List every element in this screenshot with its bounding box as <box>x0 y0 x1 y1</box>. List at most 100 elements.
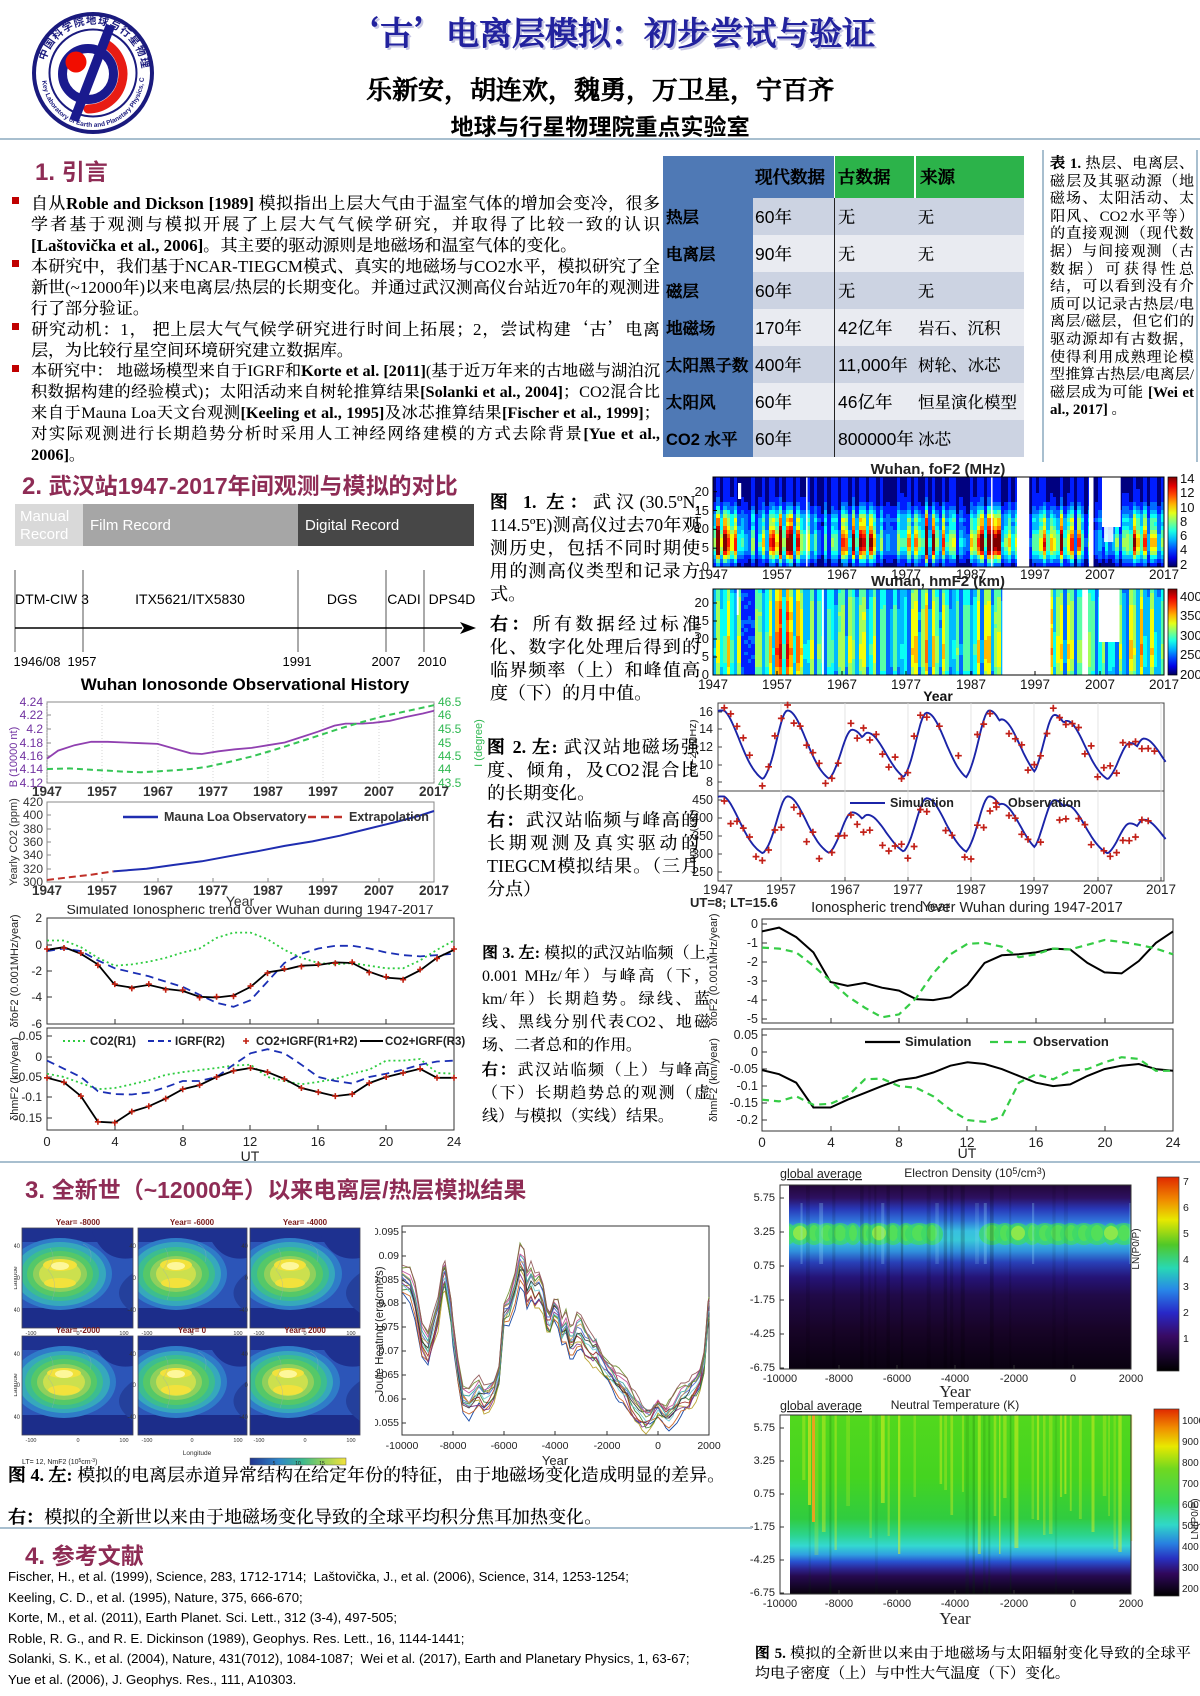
svg-text:-4000: -4000 <box>542 1440 569 1452</box>
svg-text:250: 250 <box>692 865 713 879</box>
svg-text:CO2+IGRF(R3): CO2+IGRF(R3) <box>385 1036 465 1048</box>
svg-text:global average: global average <box>780 1167 862 1181</box>
svg-text:4: 4 <box>1180 542 1187 557</box>
svg-text:40: 40 <box>129 1244 136 1250</box>
svg-text:Neutral Temperature (K): Neutral Temperature (K) <box>891 1398 1020 1412</box>
svg-text:1000: 1000 <box>1182 1416 1200 1427</box>
svg-text:-100: -100 <box>253 1438 264 1444</box>
svg-text:0.055: 0.055 <box>375 1417 399 1429</box>
svg-text:40: 40 <box>14 1352 21 1358</box>
svg-text:0: 0 <box>702 667 709 682</box>
svg-text:1997: 1997 <box>308 784 338 799</box>
svg-text:5: 5 <box>273 1461 276 1467</box>
svg-text:δhmF2 (km/year): δhmF2 (km/year) <box>708 1038 720 1122</box>
svg-text:5.75: 5.75 <box>754 1192 775 1204</box>
svg-text:2007: 2007 <box>372 654 401 669</box>
svg-text:hmF2 (km): hmF2 (km) <box>690 809 699 862</box>
svg-text:600: 600 <box>1182 1500 1199 1511</box>
svg-text:400: 400 <box>692 811 713 825</box>
svg-text:0: 0 <box>190 1331 193 1337</box>
svg-text:Simulation: Simulation <box>890 796 954 810</box>
svg-text:700: 700 <box>1182 1479 1199 1490</box>
svg-text:Extrapolation: Extrapolation <box>349 810 429 824</box>
svg-text:-0.15: -0.15 <box>15 1111 43 1125</box>
svg-text:3: 3 <box>1183 1281 1189 1293</box>
svg-text:CO2+IGRF(R1+R2): CO2+IGRF(R1+R2) <box>256 1036 358 1048</box>
svg-text:foF2 (MHz): foF2 (MHz) <box>690 720 699 775</box>
svg-text:Wuhan, hmF2 (km): Wuhan, hmF2 (km) <box>871 576 1005 590</box>
svg-text:0.085: 0.085 <box>375 1274 399 1286</box>
svg-text:Year= 0: Year= 0 <box>178 1326 207 1335</box>
svg-text:LT= 12, NmF2 (105cm-3): LT= 12, NmF2 (105cm-3) <box>22 1458 97 1466</box>
svg-text:-4000: -4000 <box>941 1598 969 1610</box>
svg-text:-4.25: -4.25 <box>750 1554 775 1566</box>
svg-text:2017: 2017 <box>1149 677 1179 692</box>
svg-text:0: 0 <box>76 1331 79 1337</box>
svg-text:0: 0 <box>133 1276 137 1282</box>
svg-text:44.5: 44.5 <box>438 749 462 763</box>
svg-text:2007: 2007 <box>364 883 394 898</box>
svg-text:900: 900 <box>1182 1437 1199 1448</box>
svg-text:0.08: 0.08 <box>379 1297 400 1309</box>
svg-text:8: 8 <box>895 1135 903 1150</box>
svg-text:DGS: DGS <box>327 591 357 607</box>
svg-text:1957: 1957 <box>87 883 117 898</box>
svg-text:24: 24 <box>1165 1135 1181 1150</box>
svg-text:Simulated Ionospheric trend ov: Simulated Ionospheric trend over Wuhan d… <box>66 905 433 917</box>
svg-text:5.75: 5.75 <box>754 1422 775 1434</box>
svg-text:0: 0 <box>751 917 758 931</box>
svg-text:1967: 1967 <box>143 784 173 799</box>
svg-text:1997: 1997 <box>1020 677 1050 692</box>
svg-text:1997: 1997 <box>308 883 338 898</box>
svg-text:-10000: -10000 <box>386 1440 419 1452</box>
svg-text:0: 0 <box>758 1135 766 1150</box>
svg-text:4: 4 <box>1183 1254 1189 1266</box>
svg-text:Year= 2000: Year= 2000 <box>284 1326 326 1335</box>
svg-text:UT=8; LT=15.6: UT=8; LT=15.6 <box>690 895 778 910</box>
svg-text:UT: UT <box>695 623 704 640</box>
svg-text:0.07: 0.07 <box>379 1345 400 1357</box>
svg-text:16: 16 <box>1028 1135 1043 1150</box>
svg-text:12: 12 <box>1180 485 1194 500</box>
svg-text:ITX5621/ITX5830: ITX5621/ITX5830 <box>135 591 245 607</box>
svg-text:Year: Year <box>542 1453 569 1468</box>
svg-text:-0.15: -0.15 <box>730 1096 759 1110</box>
svg-text:1947: 1947 <box>32 784 62 799</box>
svg-text:2017: 2017 <box>1146 882 1176 897</box>
svg-text:-2000: -2000 <box>1000 1598 1028 1610</box>
svg-text:300: 300 <box>692 847 713 861</box>
svg-text:Wuhan Ionosonde Observational: Wuhan Ionosonde Observational History <box>81 675 410 694</box>
svg-text:Year= -4000: Year= -4000 <box>283 1218 328 1227</box>
svg-text:-2000: -2000 <box>594 1440 621 1452</box>
svg-text:0: 0 <box>190 1438 193 1444</box>
svg-text:0: 0 <box>655 1440 661 1452</box>
svg-text:8: 8 <box>706 775 713 789</box>
svg-text:2017: 2017 <box>419 883 449 898</box>
svg-text:1997: 1997 <box>1020 567 1050 582</box>
svg-text:0: 0 <box>303 1438 306 1444</box>
svg-text:0: 0 <box>245 1383 249 1389</box>
svg-text:420: 420 <box>23 795 43 809</box>
svg-text:40: 40 <box>241 1244 248 1250</box>
svg-text:Year: Year <box>939 1609 971 1626</box>
svg-text:2000: 2000 <box>1119 1373 1143 1385</box>
svg-text:2: 2 <box>1180 557 1187 572</box>
svg-text:12: 12 <box>699 740 713 754</box>
svg-text:4.16: 4.16 <box>20 749 44 763</box>
svg-text:-2: -2 <box>747 955 758 969</box>
svg-text:1991: 1991 <box>283 654 312 669</box>
svg-text:Year: Year <box>226 893 255 907</box>
svg-text:CO2(R1): CO2(R1) <box>90 1036 136 1048</box>
svg-text:15: 15 <box>319 1461 325 1467</box>
svg-text:-0.1: -0.1 <box>736 1079 758 1093</box>
svg-text:1957: 1957 <box>762 677 792 692</box>
svg-text:0.05: 0.05 <box>734 1028 758 1042</box>
svg-text:10: 10 <box>695 521 709 536</box>
svg-text:-40: -40 <box>14 1415 21 1421</box>
svg-text:5: 5 <box>702 649 709 664</box>
svg-text:16: 16 <box>699 705 713 719</box>
svg-text:Record: Record <box>20 526 68 543</box>
svg-text:4: 4 <box>111 1134 118 1149</box>
svg-text:300: 300 <box>23 875 43 889</box>
svg-text:Digital Record: Digital Record <box>305 517 399 534</box>
